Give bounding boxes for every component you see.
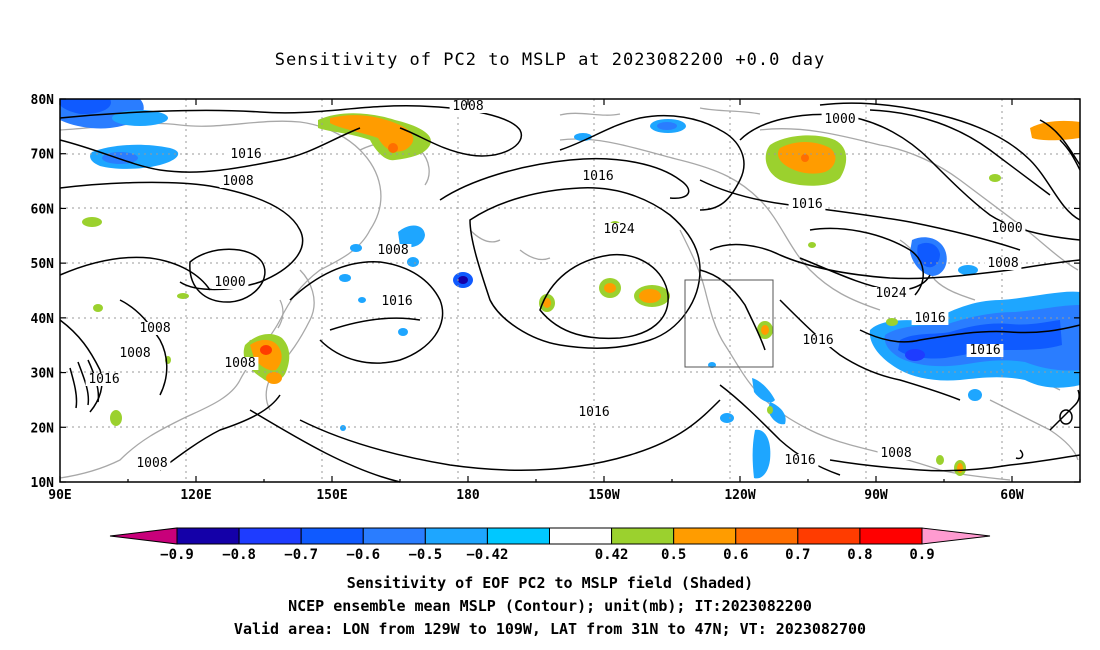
contour-label: 1008 — [880, 446, 911, 461]
contour-label: 1000 — [824, 112, 855, 127]
colorbar: −0.9 −0.8 −0.7 −0.6 −0.5 −0.42 0.42 0.5 0.6 0.7 0.… — [109, 527, 991, 563]
contour-label: 1016 — [381, 294, 412, 309]
colorbar-swatch — [797, 527, 861, 545]
contour-label: 1008 — [224, 356, 255, 371]
colorbar-swatch — [673, 527, 737, 545]
colorbar-label: −0.9 — [160, 547, 194, 563]
contour-label: 1008 — [222, 174, 253, 189]
lon-tick-label: 180 — [456, 488, 480, 503]
colorbar-label: −0.42 — [466, 547, 508, 563]
contour-label: 1016 — [88, 372, 119, 387]
map-background — [60, 99, 1080, 482]
axis-labels: 90E 120E 150E 180 150W 120W 90W 60W 80N 70N 60N 50N… — [31, 93, 1024, 503]
contour-label: 1008 — [987, 256, 1018, 271]
contour-label: 1016 — [791, 197, 822, 212]
contour-labels: 1008101610081000100810161008100810081016… — [85, 99, 1026, 471]
contour-label: 1016 — [578, 405, 609, 420]
contour-label: 1000 — [991, 221, 1022, 236]
contour-label: 1016 — [582, 169, 613, 184]
axis-ticks — [59, 98, 1081, 483]
colorbar-swatch — [176, 527, 240, 545]
contour-label: 1008 — [452, 99, 483, 114]
contour-label: 1008 — [119, 346, 150, 361]
colorbar-low-end — [109, 527, 178, 545]
colorbar-label: −0.5 — [408, 547, 442, 563]
contour-label: 1008 — [377, 243, 408, 258]
lat-tick-label: 50N — [31, 257, 55, 272]
lon-tick-label: 120W — [724, 488, 755, 503]
colorbar-label: 0.42 — [595, 547, 629, 563]
colorbar-swatch — [549, 527, 613, 545]
contour-label: 1024 — [603, 222, 634, 237]
lon-tick-label: 120E — [180, 488, 211, 503]
contour-label: 1016 — [784, 453, 815, 468]
lon-tick-label: 150E — [316, 488, 347, 503]
contour-label: 1008 — [136, 456, 167, 471]
colorbar-high-end — [921, 527, 991, 545]
contour-label: 1016 — [802, 333, 833, 348]
lat-tick-label: 70N — [31, 148, 55, 163]
contour-label: 1008 — [139, 321, 170, 336]
lon-tick-label: 90E — [48, 488, 71, 503]
lon-tick-label: 150W — [588, 488, 619, 503]
colorbar-label: 0.7 — [785, 547, 810, 563]
colorbar-swatch — [424, 527, 488, 545]
caption-line-3: Valid area: LON from 129W to 109W, LAT f… — [233, 620, 867, 638]
colorbar-swatch — [486, 527, 550, 545]
colorbar-swatch — [238, 527, 302, 545]
lon-tick-label: 60W — [1000, 488, 1024, 503]
lat-tick-label: 60N — [31, 202, 55, 217]
lat-tick-label: 30N — [31, 367, 55, 382]
lat-tick-label: 80N — [31, 93, 55, 108]
colorbar-label: 0.5 — [661, 547, 686, 563]
contour-label: 1016 — [230, 147, 261, 162]
map-frame — [59, 98, 1081, 483]
colorbar-swatch — [735, 527, 799, 545]
colorbar-swatch — [859, 527, 923, 545]
lat-tick-label: 40N — [31, 312, 55, 327]
colorbar-swatch — [300, 527, 364, 545]
colorbar-swatch — [611, 527, 675, 545]
contour-label: 1016 — [969, 343, 1000, 358]
lon-tick-label: 90W — [864, 488, 888, 503]
colorbar-label: 0.8 — [847, 547, 872, 563]
valid-area-box — [684, 279, 774, 368]
lat-tick-label: 20N — [31, 421, 55, 436]
colorbar-label: −0.6 — [346, 547, 380, 563]
contour-label: 1024 — [875, 286, 906, 301]
colorbar-label: 0.9 — [909, 547, 934, 563]
contour-label: 1000 — [214, 275, 245, 290]
contour-label: 1016 — [914, 311, 945, 326]
colorbar-swatch — [362, 527, 426, 545]
caption-line-1: Sensitivity of EOF PC2 to MSLP field (Sh… — [346, 574, 754, 592]
colorbar-label: −0.7 — [284, 547, 318, 563]
lat-tick-label: 10N — [31, 476, 55, 491]
caption-line-2: NCEP ensemble mean MSLP (Contour); unit(… — [288, 597, 812, 615]
chart-title: Sensitivity of PC2 to MSLP at 2023082200… — [274, 50, 826, 70]
colorbar-label: 0.6 — [723, 547, 748, 563]
colorbar-label: −0.8 — [222, 547, 256, 563]
